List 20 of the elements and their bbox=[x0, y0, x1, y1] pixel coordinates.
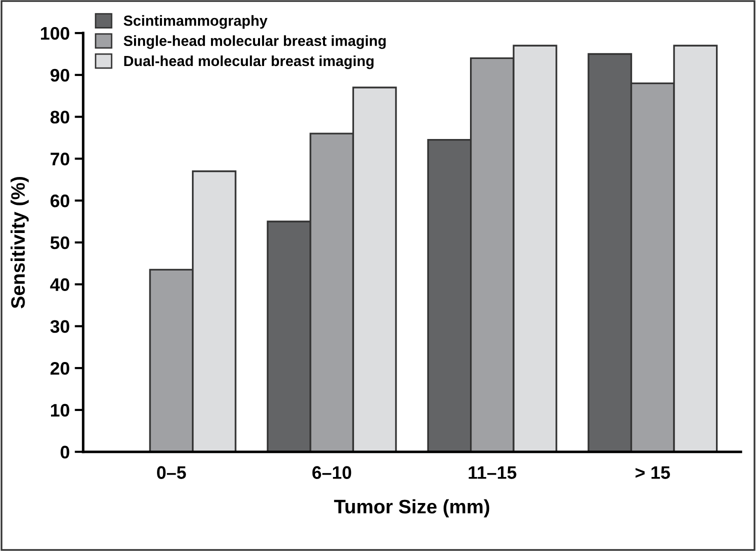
legend-label: Single-head molecular breast imaging bbox=[124, 35, 386, 49]
y-tick-label: 10 bbox=[51, 404, 70, 417]
y-tick-label: 30 bbox=[50, 320, 70, 333]
y-tick-label: 40 bbox=[50, 278, 70, 292]
x-axis-title: Tumor Size (mm) bbox=[334, 499, 490, 518]
y-tick-label: 90 bbox=[50, 68, 70, 82]
y-tick-label: 60 bbox=[50, 194, 70, 208]
x-tick-label: 0–5 bbox=[157, 466, 186, 479]
legend-label: Scintimammography bbox=[124, 15, 268, 29]
y-tick-label: 0 bbox=[60, 446, 70, 459]
y-tick-label: 50 bbox=[50, 236, 70, 250]
legend-label: Dual-head molecular breast imaging bbox=[124, 55, 374, 70]
x-tick-label: > 15 bbox=[636, 466, 670, 479]
y-tick-label: 100 bbox=[40, 26, 70, 40]
y-tick-label: 70 bbox=[50, 152, 70, 166]
y-tick-label: 80 bbox=[50, 110, 70, 124]
y-tick-label: 20 bbox=[50, 362, 70, 375]
x-tick-label: 6–10 bbox=[312, 466, 352, 479]
y-axis-title: Sensitivity (%) bbox=[10, 176, 29, 308]
x-tick-label: 11–15 bbox=[468, 466, 516, 479]
